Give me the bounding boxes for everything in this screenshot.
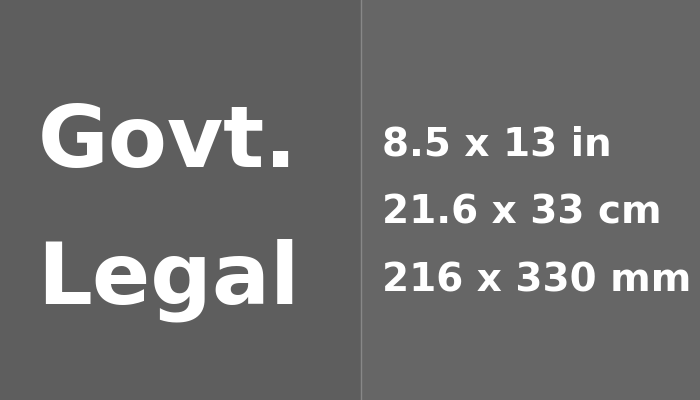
Bar — [360, 0, 700, 400]
Text: 21.6 x 33 cm: 21.6 x 33 cm — [382, 193, 661, 231]
Text: Govt.: Govt. — [38, 102, 298, 186]
Text: Legal: Legal — [36, 238, 300, 322]
Text: 8.5 x 13 in: 8.5 x 13 in — [382, 125, 611, 163]
Bar — [0, 0, 360, 400]
Text: 216 x 330 mm: 216 x 330 mm — [382, 261, 691, 299]
